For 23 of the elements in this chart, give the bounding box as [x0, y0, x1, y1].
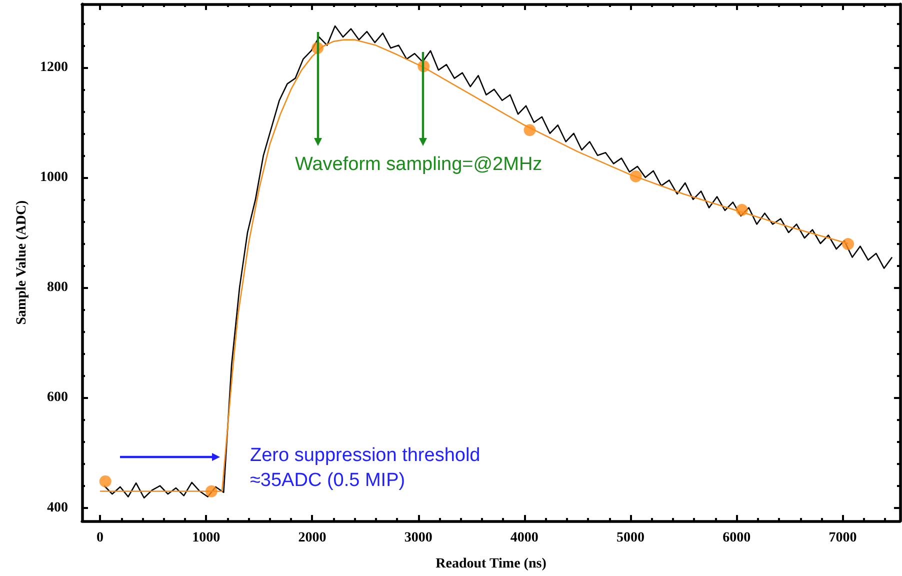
x-axis-title: Readout Time (ns)	[436, 556, 547, 572]
annotation: Waveform sampling=@2MHz	[295, 154, 542, 175]
x-tick-label: 5000	[616, 530, 645, 546]
x-tick-label: 4000	[510, 530, 538, 546]
point	[736, 204, 748, 216]
y-tick-label: 600	[47, 390, 68, 406]
point	[99, 475, 112, 488]
y-axis-title: Sample Value (ADC)	[14, 200, 30, 325]
y-tick-label: 400	[47, 500, 68, 516]
x-tick-label: 1000	[192, 530, 220, 546]
x-tick-label: 2000	[298, 530, 326, 546]
point	[524, 124, 536, 136]
point	[205, 485, 218, 498]
point	[630, 170, 642, 182]
y-tick-label: 1200	[40, 60, 68, 75]
x-tick-label: 7000	[828, 530, 857, 546]
point	[842, 238, 854, 250]
y-tick-label: 800	[47, 280, 68, 296]
annotation: Zero suppression threshold ≈35ADC (0.5 MIP)	[250, 445, 480, 491]
x-tick-label: 6000	[722, 530, 751, 546]
x-tick-label: 0	[96, 530, 104, 546]
y-tick-label: 1000	[40, 170, 68, 185]
x-tick-label: 3000	[404, 530, 432, 546]
